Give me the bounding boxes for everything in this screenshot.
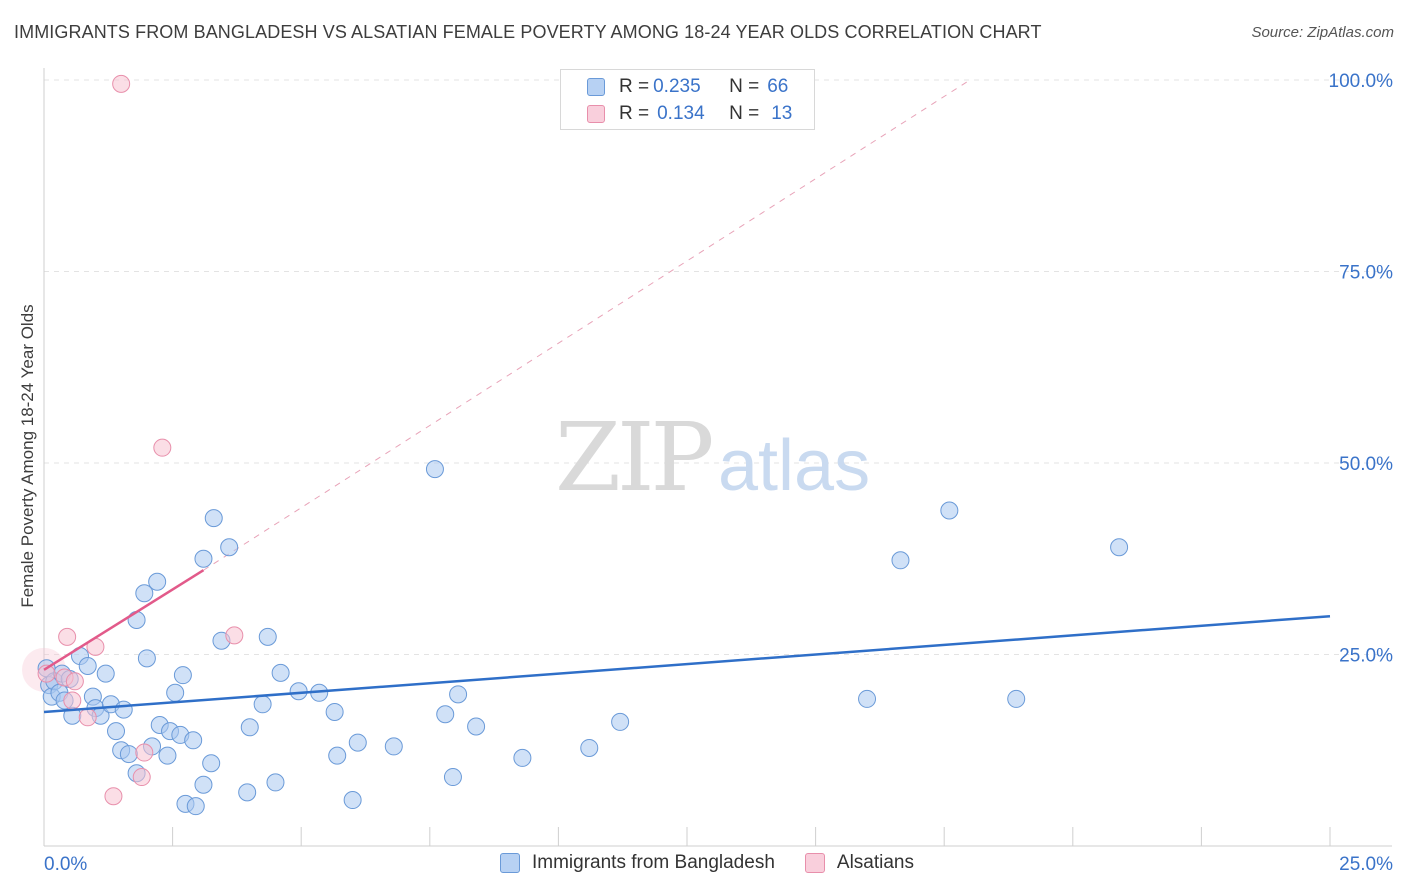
- data-point-bangladesh: [220, 538, 239, 557]
- data-point-alsatians: [153, 438, 172, 457]
- data-point-bangladesh: [271, 663, 290, 682]
- data-point-bangladesh: [137, 649, 156, 668]
- reference-line: [203, 79, 971, 571]
- data-point-bangladesh: [119, 745, 138, 764]
- data-point-bangladesh: [384, 737, 403, 756]
- data-point-bangladesh: [940, 501, 959, 520]
- stats-row-alsatians: R = 0.134 N = 13: [587, 103, 792, 125]
- n-value: 13: [771, 103, 793, 124]
- data-point-bangladesh: [343, 791, 362, 810]
- data-point-bangladesh: [184, 731, 203, 750]
- data-point-bangladesh: [253, 695, 272, 714]
- data-point-bangladesh: [107, 722, 126, 741]
- data-point-bangladesh: [135, 584, 154, 603]
- data-point-bangladesh: [325, 702, 344, 721]
- data-point-bangladesh: [328, 746, 347, 765]
- axes: [43, 68, 1392, 847]
- data-point-bangladesh: [611, 712, 630, 731]
- data-point-bangladesh: [204, 509, 223, 528]
- data-point-bangladesh: [449, 685, 468, 704]
- stats-row-bangladesh: R = 0.235 N = 66: [587, 76, 788, 98]
- data-point-bangladesh: [266, 773, 285, 792]
- data-point-bangladesh: [127, 611, 146, 630]
- grid-lines: [44, 79, 1392, 655]
- watermark-zip: ZIP: [555, 403, 712, 513]
- data-point-alsatians: [135, 743, 154, 762]
- data-point-bangladesh: [96, 664, 115, 683]
- trend-line-bangladesh: [43, 614, 1331, 714]
- data-point-alsatians: [78, 708, 97, 727]
- legend-swatch-bangladesh: [500, 853, 520, 873]
- data-point-bangladesh: [1110, 538, 1129, 557]
- data-point-bangladesh: [1007, 689, 1026, 708]
- r-value: 0.134: [657, 103, 705, 124]
- watermark: ZIP atlas: [555, 403, 870, 513]
- data-point-bangladesh: [289, 682, 308, 701]
- data-point-bangladesh: [158, 746, 177, 765]
- n-label: N =: [729, 76, 760, 97]
- data-point-bangladesh: [891, 551, 910, 570]
- data-point-alsatians: [58, 627, 77, 646]
- y-tick-label: 50.0%: [1339, 454, 1393, 475]
- y-tick-label: 100.0%: [1329, 71, 1394, 92]
- data-point-bangladesh: [467, 717, 486, 736]
- data-point-bangladesh: [238, 783, 257, 802]
- data-point-bangladesh: [443, 768, 462, 787]
- data-point-bangladesh: [858, 689, 877, 708]
- y-tick-label: 75.0%: [1339, 263, 1393, 284]
- data-point-bangladesh: [194, 775, 213, 794]
- swatch-bangladesh: [587, 78, 605, 96]
- data-points: [22, 74, 1129, 816]
- r-label: R =: [619, 76, 650, 97]
- data-point-bangladesh: [166, 683, 185, 702]
- chart-title: IMMIGRANTS FROM BANGLADESH VS ALSATIAN F…: [14, 22, 1042, 42]
- n-label: N =: [729, 103, 760, 124]
- data-point-alsatians: [104, 787, 123, 806]
- data-point-bangladesh: [202, 754, 221, 773]
- data-point-bangladesh: [148, 572, 167, 591]
- trend-lines: [43, 569, 1331, 714]
- data-point-bangladesh: [240, 718, 259, 737]
- data-point-bangladesh: [513, 748, 532, 767]
- data-point-alsatians: [65, 672, 84, 691]
- data-point-bangladesh: [78, 656, 97, 675]
- data-point-bangladesh: [173, 666, 192, 685]
- watermark-atlas: atlas: [718, 426, 870, 506]
- data-point-bangladesh: [114, 700, 133, 719]
- tick-labels: 25.0% 50.0% 75.0% 100.0% 0.0% 25.0%: [44, 71, 1393, 875]
- x-tick-label: 25.0%: [1339, 854, 1393, 875]
- data-point-bangladesh: [258, 627, 277, 646]
- stats-legend: R = 0.235 N = 66 R = 0.134 N = 13: [560, 69, 815, 130]
- data-point-alsatians: [112, 74, 131, 93]
- legend-label-alsatians: Alsatians: [836, 852, 914, 873]
- swatch-alsatians: [587, 105, 605, 123]
- chart-source: Source: ZipAtlas.com: [1251, 24, 1394, 41]
- r-value: 0.235: [653, 76, 701, 97]
- data-point-alsatians: [63, 691, 82, 710]
- data-point-alsatians: [37, 664, 56, 683]
- data-point-alsatians: [225, 626, 244, 645]
- data-point-bangladesh: [436, 705, 455, 724]
- legend-label-bangladesh: Immigrants from Bangladesh: [532, 852, 775, 873]
- legend-item-alsatians[interactable]: Alsatians: [804, 852, 914, 874]
- y-tick-label: 25.0%: [1339, 646, 1393, 667]
- series-legend: Immigrants from Bangladesh Alsatians: [500, 852, 944, 874]
- reference-dashed-line: [203, 79, 971, 571]
- data-point-bangladesh: [348, 733, 367, 752]
- legend-swatch-alsatians: [804, 853, 825, 873]
- trend-line-alsatians: [43, 569, 205, 671]
- data-point-bangladesh: [194, 549, 213, 568]
- data-point-bangladesh: [186, 797, 205, 816]
- data-point-bangladesh: [580, 738, 599, 757]
- x-tick-label: 0.0%: [44, 854, 87, 875]
- r-label: R =: [619, 103, 650, 124]
- legend-item-bangladesh[interactable]: Immigrants from Bangladesh: [500, 852, 775, 874]
- data-point-alsatians: [132, 768, 151, 787]
- data-point-bangladesh: [425, 460, 444, 479]
- n-value: 66: [767, 76, 789, 97]
